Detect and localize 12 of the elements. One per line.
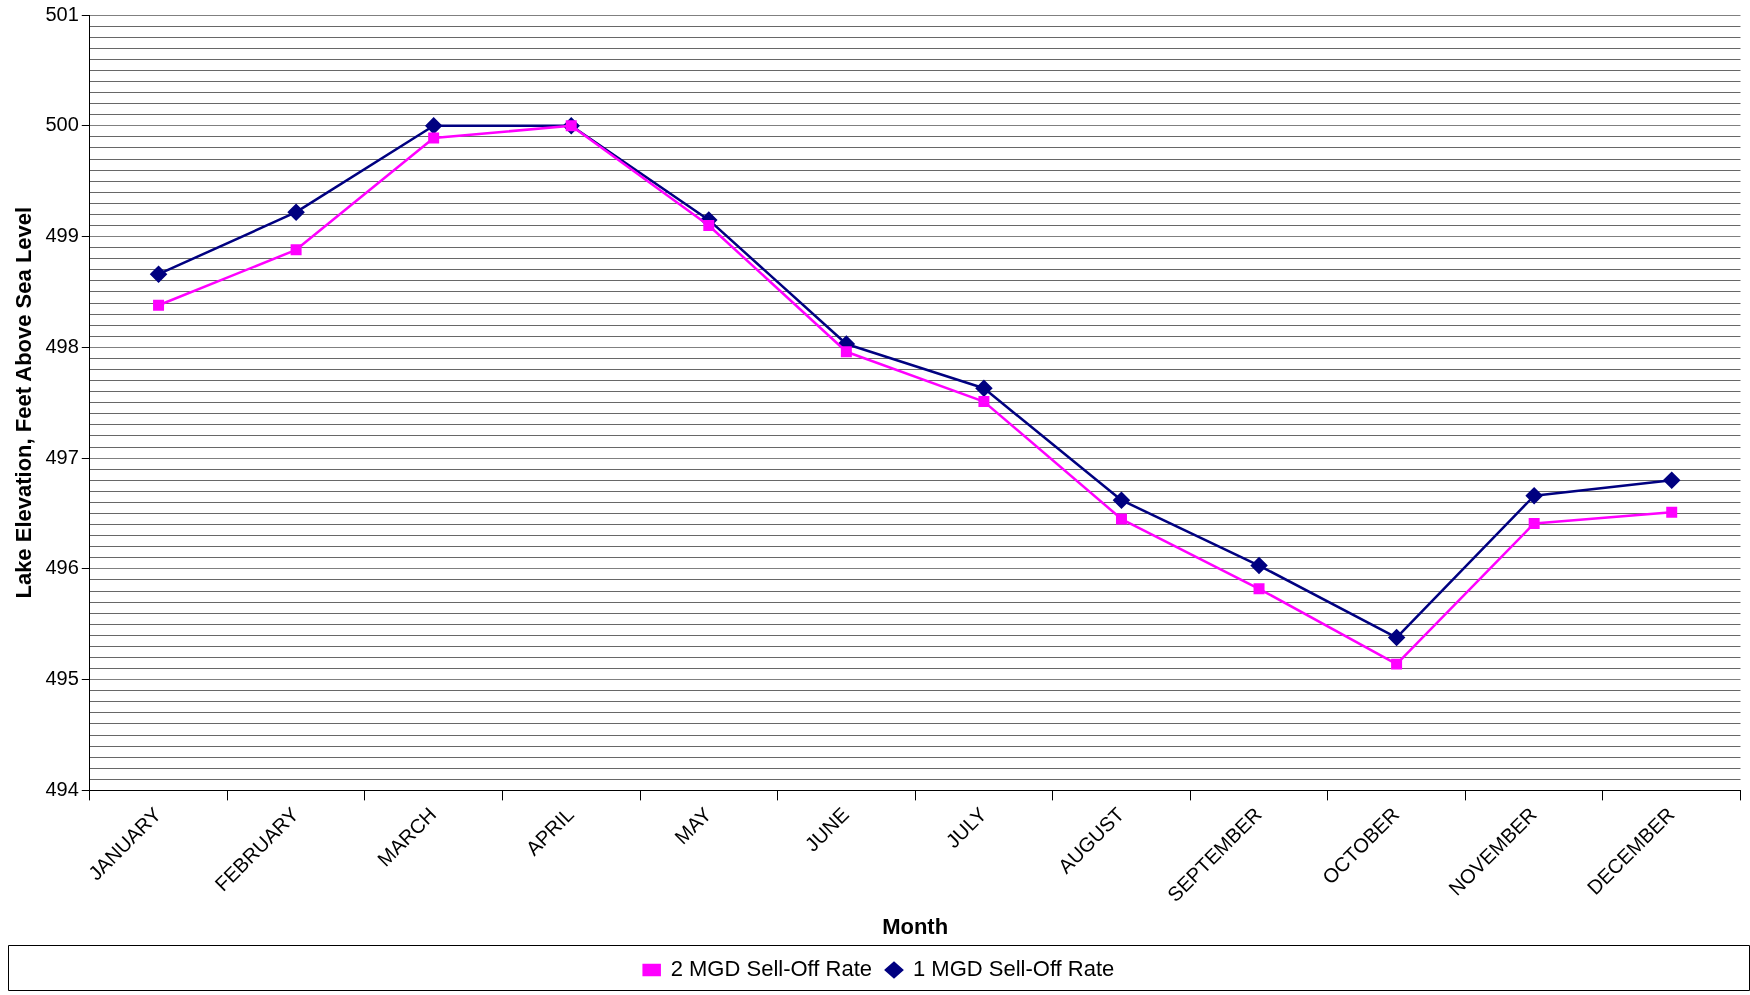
y-tick-label: 498 [45, 334, 79, 357]
x-axis-title: Month [882, 913, 949, 939]
y-tick-label: 499 [45, 224, 79, 247]
y-tick-label: 500 [45, 113, 79, 136]
y-axis-title: Lake Elevation, Feet Above Sea Level [11, 206, 37, 599]
legend-label: 1 MGD Sell-Off Rate [913, 956, 1115, 982]
y-tick-label: 497 [45, 445, 79, 468]
y-tick-label: 494 [45, 777, 79, 800]
y-tick-label: 496 [45, 556, 79, 579]
y-tick-label: 495 [45, 667, 79, 690]
y-tick-label: 501 [45, 2, 79, 25]
legend-label: 2 MGD Sell-Off Rate [670, 956, 873, 982]
